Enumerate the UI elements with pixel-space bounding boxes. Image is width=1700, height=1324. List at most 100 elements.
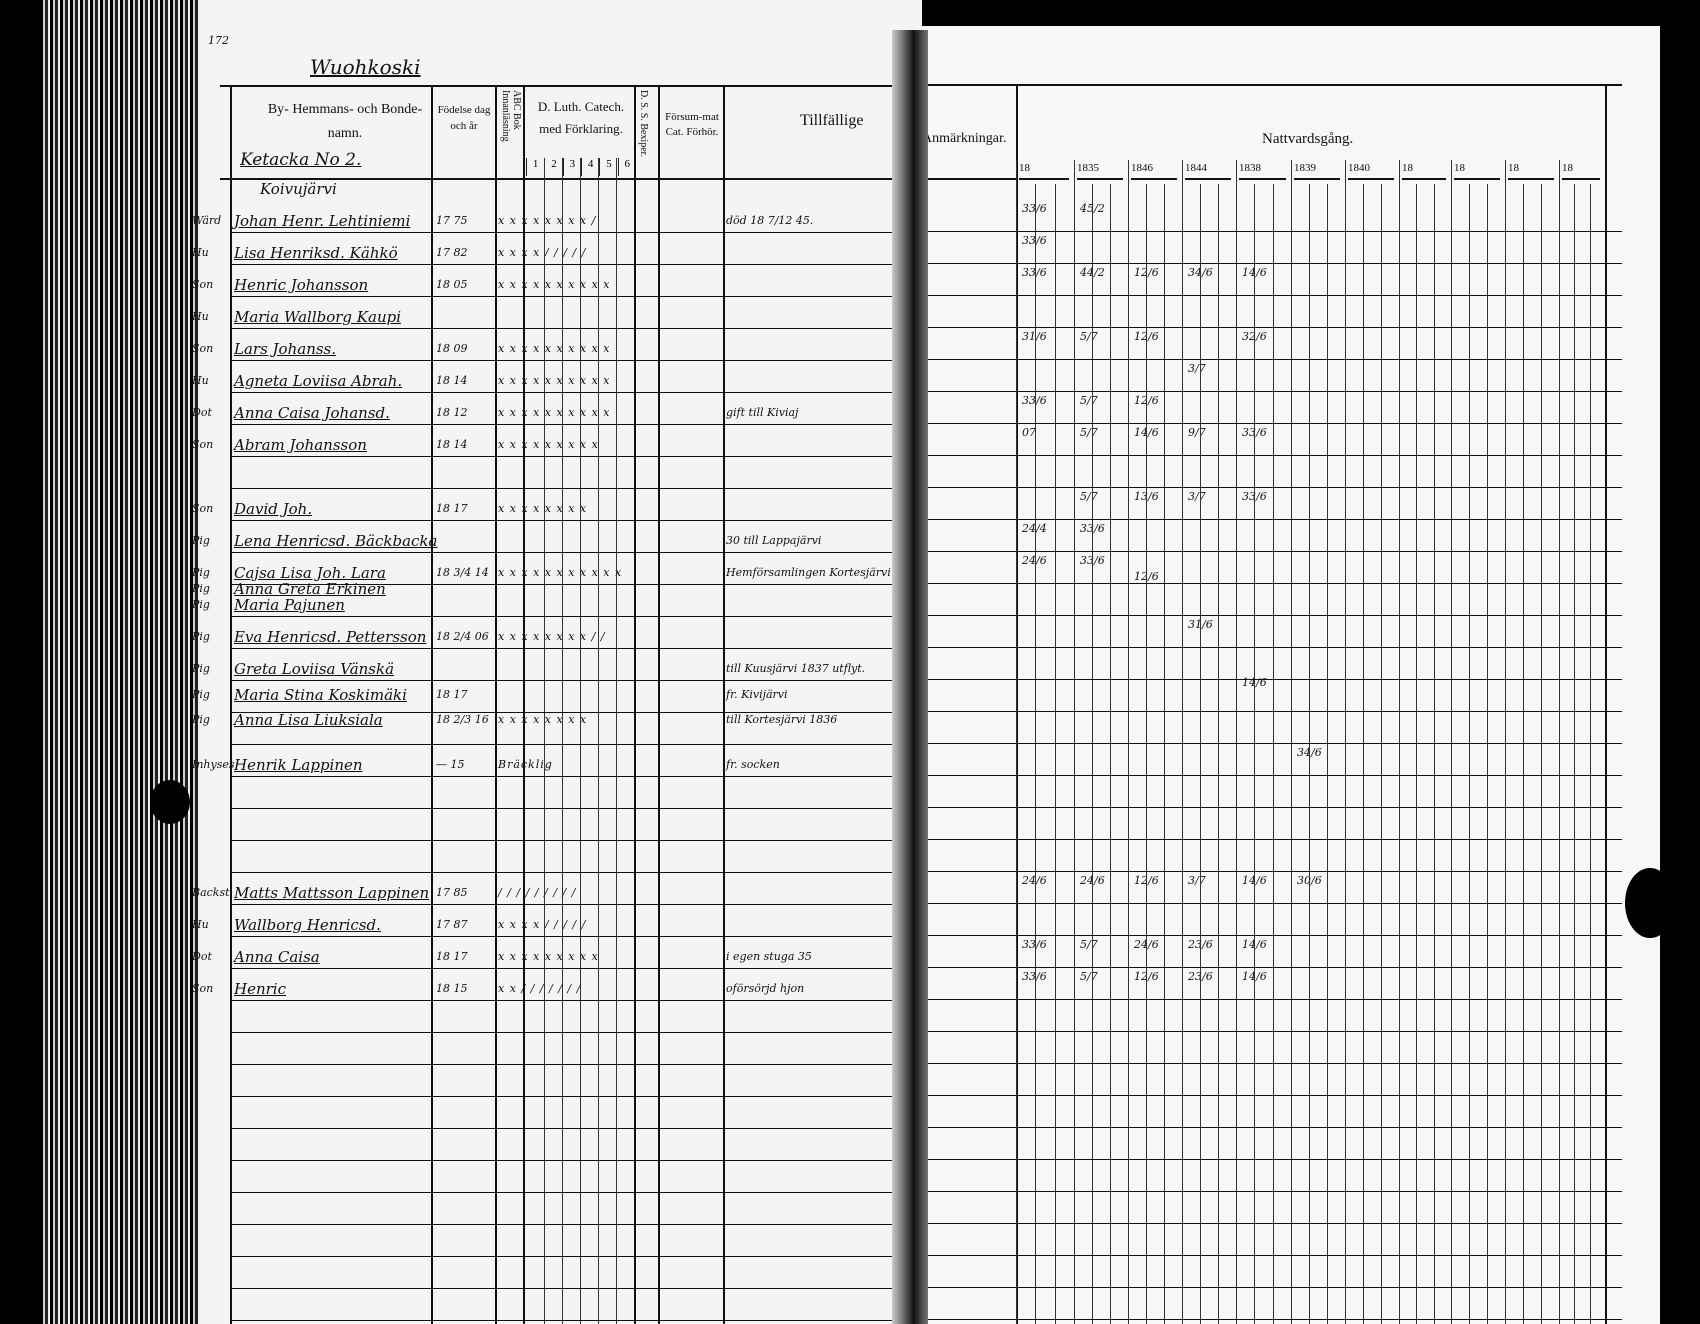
communion-date: 24/6 — [1022, 874, 1047, 887]
row-rule — [230, 968, 922, 969]
row-rule — [230, 904, 922, 905]
row-rule — [922, 871, 1622, 872]
table-row: Hu Maria Wallborg Kaupi — [192, 306, 920, 336]
reading-marks: x x x x x x x x x x — [498, 374, 611, 387]
reading-marks: / / / / / / / / / — [498, 886, 577, 899]
header-tillfallige: Tillfällige — [800, 112, 864, 129]
year-column-rule — [1451, 160, 1452, 1324]
row-rule — [922, 1319, 1622, 1320]
village-heading: Wuohkoski — [310, 55, 421, 79]
person-name: Eva Henricsd. Pettersson — [234, 628, 427, 646]
header-names: By- Hemmans- och Bonde-namn. — [267, 102, 423, 141]
page-clamp-right — [1625, 868, 1675, 938]
relation-label: Hu — [192, 374, 209, 387]
communion-date: 31/6 — [1022, 330, 1047, 343]
year-column-rule — [1345, 160, 1346, 1324]
subcolumn-rule — [1146, 184, 1147, 1324]
column-rule — [634, 85, 636, 1324]
row-rule — [922, 1127, 1622, 1128]
communion-date: 3/7 — [1188, 490, 1206, 503]
subcolumn-rule — [1416, 184, 1418, 1324]
row-rule — [230, 744, 922, 745]
row-rule — [922, 1063, 1622, 1064]
communion-date: 33/6 — [1022, 970, 1047, 983]
communion-date: 5/7 — [1080, 426, 1098, 439]
row-rule — [230, 584, 922, 585]
relation-label: Hu — [192, 246, 209, 259]
person-name: Anna Lisa Liuksiala — [234, 711, 383, 730]
subcolumn-rule — [1433, 184, 1435, 1324]
table-row: Hu Wallborg Henricsd. 17 87 x x x x / / / /… — [192, 914, 920, 944]
row-rule — [230, 1096, 922, 1097]
year-rule — [1348, 178, 1394, 180]
birth-date: 18 14 — [436, 374, 468, 387]
year-column-rule — [1236, 160, 1237, 1324]
row-rule — [230, 1064, 922, 1065]
row-rule — [922, 551, 1622, 552]
person-name: Henric Johansson — [234, 276, 369, 294]
row-rule — [230, 232, 922, 233]
year-header: 18 — [1562, 162, 1573, 174]
relation-label: Hu — [192, 310, 209, 323]
relation-label: Backst. — [192, 886, 234, 899]
year-column-rule — [1399, 160, 1400, 1324]
subcolumn-rule — [1327, 184, 1328, 1324]
subcolumn-rule — [1574, 184, 1576, 1324]
communion-date: 5/7 — [1080, 394, 1098, 407]
row-rule — [230, 360, 922, 361]
row-rule — [922, 935, 1622, 936]
row-rule — [230, 424, 922, 425]
subcolumn-rule — [1381, 184, 1382, 1324]
row-rule — [922, 1191, 1622, 1192]
birth-date: 18 12 — [436, 406, 468, 419]
remark: död 18 7/12 45. — [726, 214, 814, 227]
communion-date: 5/7 — [1080, 330, 1098, 343]
row-rule — [230, 1128, 922, 1129]
relation-label: Pig — [192, 630, 210, 643]
person-name: Lars Johanss. — [234, 340, 337, 358]
header-anmarkningar: Anmärkningar. — [922, 131, 1007, 146]
birth-date: 18 17 — [436, 687, 468, 701]
remark: oförsörjd hjon — [726, 982, 805, 995]
row-rule — [230, 456, 922, 457]
person-name: Anna Caisa Johansd. — [234, 404, 390, 422]
row-rule — [230, 936, 922, 937]
relation-label: Pig — [192, 534, 210, 547]
birth-date: 18 3/4 14 — [436, 566, 489, 579]
row-rule — [230, 712, 922, 713]
remark: till Kuusjärvi 1837 utflyt. — [726, 662, 866, 675]
relation-label: Inhyses — [192, 758, 235, 771]
row-rule — [230, 616, 922, 617]
row-rule — [230, 1224, 922, 1225]
communion-date: 33/6 — [1022, 202, 1047, 215]
column-rule — [1605, 84, 1607, 1324]
year-rule — [1239, 178, 1286, 180]
column-rule — [562, 158, 563, 1324]
relation-label: Son — [192, 982, 214, 995]
row-rule — [922, 295, 1622, 296]
header-nattvardsgang: Nattvardsgång. — [1262, 131, 1354, 147]
row-rule — [922, 647, 1622, 648]
person-name: Abram Johansson — [234, 436, 367, 454]
birth-date: 17 75 — [436, 214, 468, 227]
communion-date: 5/7 — [1080, 938, 1098, 951]
person-name: Henrik Lappinen — [234, 756, 363, 774]
row-rule — [922, 1223, 1622, 1224]
row-rule — [230, 776, 922, 777]
year-column-rule — [1074, 160, 1075, 1324]
relation-label: Son — [192, 342, 214, 355]
year-header: 1839 — [1294, 162, 1316, 174]
subcolumn-rule — [1541, 184, 1542, 1324]
row-rule — [230, 1256, 922, 1257]
communion-date: 24/4 — [1022, 522, 1047, 535]
header-catechism: D. Luth. Catech. med Förklaring. — [537, 99, 625, 136]
reading-marks: x x x x x x x x — [498, 502, 588, 515]
year-rule — [1019, 178, 1069, 180]
row-rule — [230, 680, 922, 681]
column-rule — [495, 85, 497, 1324]
communion-date: 33/6 — [1022, 938, 1047, 951]
row-rule — [230, 872, 922, 873]
column-rule — [580, 158, 581, 1324]
table-row: Pig Cajsa Lisa Joh. Lara 18 3/4 14 x x x x … — [192, 562, 922, 592]
header-top-rule — [922, 84, 1622, 86]
